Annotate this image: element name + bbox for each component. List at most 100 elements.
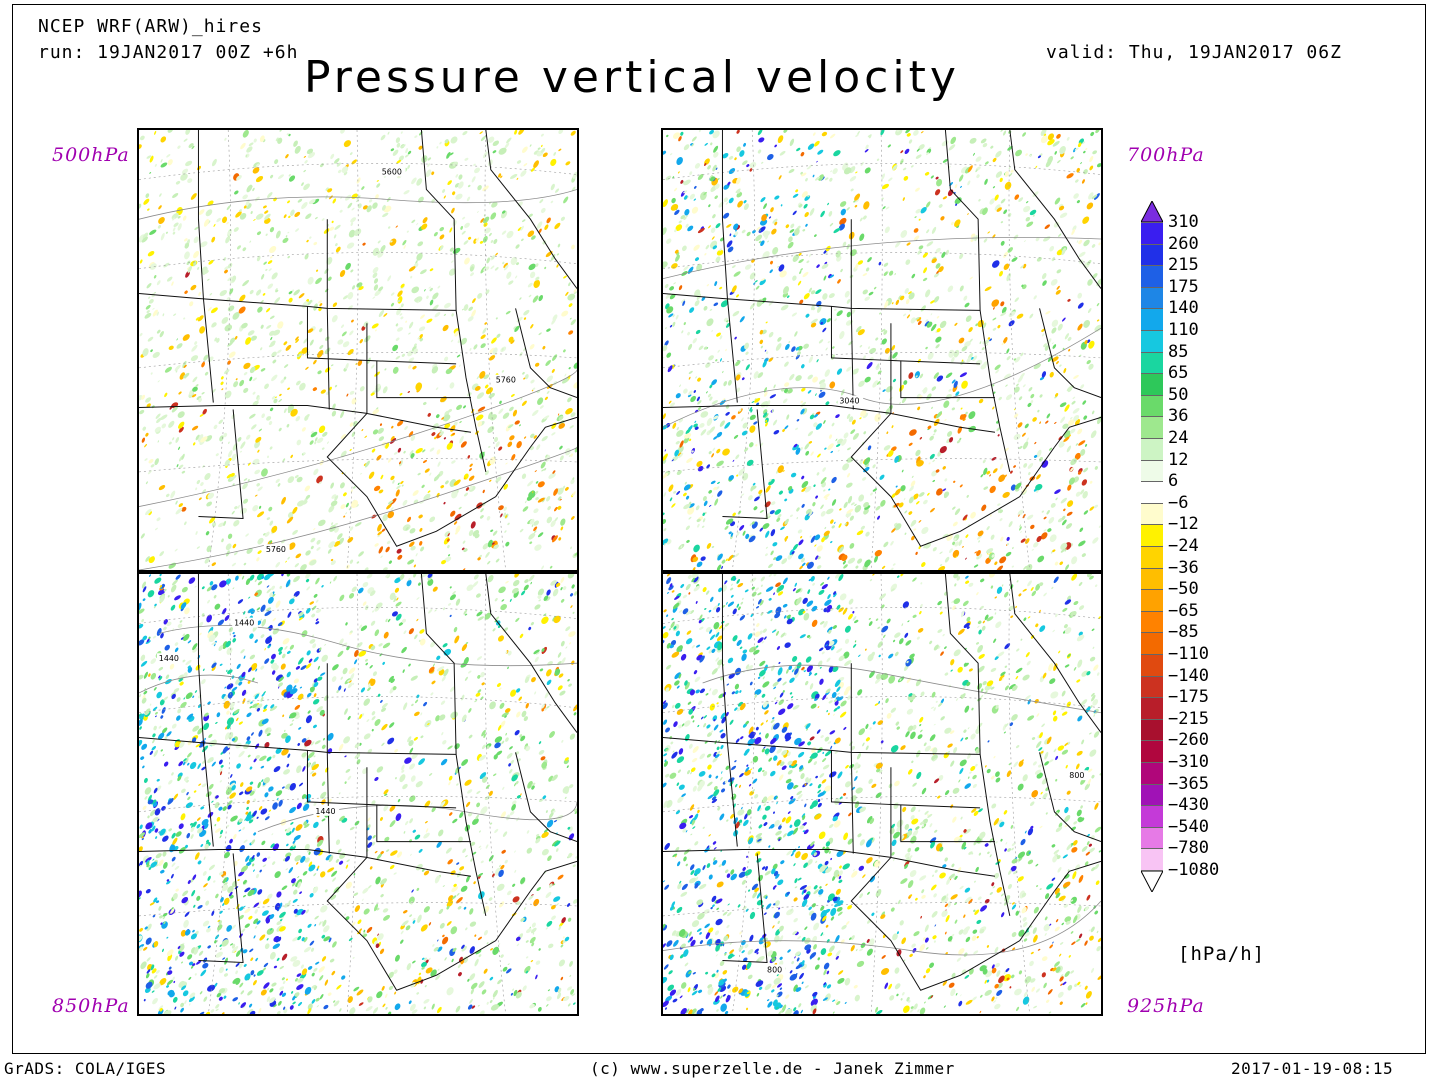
valid-time: valid: Thu, 19JAN2017 06Z [1046,42,1342,63]
contour-label-bg [765,964,786,975]
colorbar-cell [1141,394,1163,417]
page-title: Pressure vertical velocity [304,52,960,103]
colorbar-tick-label: 110 [1168,320,1199,340]
colorbar-tick-label: −215 [1168,708,1209,729]
geopotential-contour [158,625,577,667]
state-boundary [326,413,531,547]
colorbar-tick-label: −175 [1168,687,1209,708]
state-boundary [663,405,891,414]
colorbar-tick-label: −110 [1168,644,1209,664]
contour-label: 5600 [382,168,402,177]
colorbar-tick-label: −36 [1168,557,1199,578]
state-boundary [1054,416,1101,448]
map-925hpa: 800 800 [663,574,1101,1014]
graticule-line [346,130,359,570]
colorbar-cell [1141,330,1163,352]
state-boundary [890,767,996,877]
state-boundary [850,413,1055,547]
state-boundary [830,750,981,809]
state-boundary [722,409,768,519]
state-boundary [1009,130,1101,289]
contour-label: 5760 [496,376,516,385]
colorbar-cell [1141,286,1163,309]
contour-label-bg [156,653,183,664]
colorbar-cell [1141,546,1163,568]
colorbar-tick-label: 310 [1168,212,1199,232]
graticule-line [663,252,1101,270]
colorbar-cell [1141,632,1163,654]
colorbar-cell [1141,610,1163,633]
colorbar-tick-label: 215 [1168,255,1199,276]
state-boundary [306,306,457,365]
colorbar-cell [1141,416,1163,438]
geopotential-contour [139,367,577,507]
colorbar-cell [1141,243,1163,266]
state-boundary [376,804,471,843]
graticule-line [663,458,1101,473]
vertical-velocity-field [663,130,1101,570]
colorbar-cell [1141,373,1163,395]
state-boundary [1009,574,1101,733]
state-boundary [944,130,1011,472]
colorbar-tick-label: 24 [1168,428,1189,448]
state-boundary [198,409,244,519]
graticule-line [139,352,577,369]
colorbar-cell [1141,222,1163,244]
colorbar-tick-label: −50 [1168,579,1199,600]
contour-label-bg [493,374,520,385]
state-boundary [1039,752,1101,843]
state-boundary [366,767,472,877]
state-boundary [850,663,854,854]
graticule-line [663,352,1101,369]
colorbar-tick-label: −430 [1168,795,1209,816]
state-boundary [850,219,854,410]
state-boundary [139,293,457,311]
state-boundary [326,219,330,410]
colorbar-cell [1141,783,1163,806]
state-boundary [485,130,577,289]
colorbar-tick-label: −65 [1168,600,1199,621]
state-boundary [197,574,214,847]
geopotential-contour [663,900,1101,956]
vertical-velocity-field [139,130,577,570]
state-boundary [515,308,577,399]
colorbar-tick-label: −365 [1168,773,1209,794]
map-500hpa: 5600 5760 5760 [139,130,577,570]
colorbar-tick-label: 50 [1168,384,1189,405]
contour-label: 800 [1069,771,1084,780]
colorbar-tick-label: −1080 [1168,860,1220,880]
graticule-line [139,163,577,180]
map-panel-700hpa: 3040 [661,128,1103,572]
level-label-500hpa: 500hPa [52,144,130,166]
contour-label-bg [379,166,406,177]
colorbar-tick-label: 12 [1168,449,1189,470]
graticule-line [663,696,1101,714]
graticule-line [208,574,231,1014]
colorbar-cell [1141,567,1163,590]
colorbar-cell [1141,848,1163,870]
run-time: run: 19JAN2017 00Z +6h [38,42,299,63]
graticule-line [1008,130,1030,570]
graticule-line [484,130,506,570]
colorbar-tick-label: 36 [1168,406,1189,427]
contour-label: 1440 [159,654,179,663]
map-panel-925hpa: 800 800 [661,572,1103,1016]
state-boundary [1039,308,1101,399]
map-850hpa: 1440 1440 1440 [139,574,577,1014]
graticule-line [663,902,1101,917]
state-boundary [890,323,996,433]
colorbar-cell [1141,589,1163,611]
map-700hpa: 3040 [663,130,1101,570]
colorbar-tick-label: −260 [1168,730,1209,751]
state-boundary [139,405,367,414]
colorbar-tick-label: 260 [1168,233,1199,254]
state-boundary [900,804,995,843]
graticule-line [732,574,755,1014]
contour-label: 1440 [315,807,335,816]
state-boundary [326,857,531,991]
graticule-line [870,130,883,570]
state-boundary [944,574,1011,916]
state-boundary [139,849,367,858]
colorbar-cell [1141,805,1163,827]
contour-label: 5760 [266,545,286,554]
